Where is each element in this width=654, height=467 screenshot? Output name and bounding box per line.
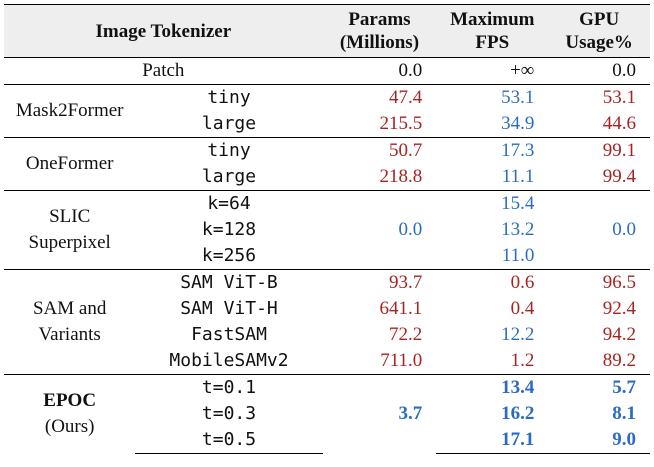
- table-row-epoc-t05: t=0.5 17.1 9.0: [4, 427, 650, 454]
- table-row-mobilesamv2: MobileSAMv2 711.0 1.2 89.2: [4, 348, 650, 375]
- variant-label: MobileSAMv2: [169, 350, 289, 371]
- patch-fps: +∞: [510, 60, 535, 81]
- fps-value: 15.4: [436, 190, 549, 217]
- header-gpu-line2: Usage%: [565, 32, 633, 53]
- variant-label: tiny: [135, 84, 323, 111]
- gpu-value: 99.4: [602, 166, 636, 187]
- gpu-value: 99.1: [548, 137, 650, 164]
- model-name-slic-line2: Superpixel: [28, 232, 111, 253]
- table-row-slic-k64: SLIC Superpixel k=64 0.0 15.4 0.0: [4, 190, 650, 270]
- gpu-value: 44.6: [602, 113, 636, 134]
- variant-label: k=256: [201, 245, 257, 266]
- table-row-epoc-t03: t=0.3 16.2 8.1: [4, 401, 650, 427]
- header-gpu-line1: GPU: [579, 9, 620, 30]
- model-name-epoc-line2: (Ours): [44, 416, 95, 438]
- header-params-line2: (Millions): [339, 32, 420, 53]
- fps-value: 11.0: [501, 245, 535, 266]
- header-row: Image Tokenizer Params (Millions) Maximu…: [4, 4, 650, 58]
- fps-value: 13.4: [436, 374, 549, 401]
- variant-label: t=0.5: [135, 427, 323, 454]
- variant-label: SAM ViT-H: [180, 298, 278, 319]
- table-row-oneformer-large: large 218.8 11.1 99.4: [4, 164, 650, 191]
- tokenizer-comparison-table: Image Tokenizer Params (Millions) Maximu…: [4, 4, 650, 454]
- fps-value: 53.1: [436, 84, 549, 111]
- model-name-epoc-line1: EPOC: [43, 390, 97, 412]
- patch-params: 0.0: [398, 60, 423, 81]
- table-row-epoc-t01: EPOC (Ours) t=0.1 3.7 13.4 5.7: [4, 374, 650, 454]
- table-row-mask2former-tiny: Mask2Former tiny 47.4 53.1 53.1: [4, 84, 650, 138]
- table-row-patch: Patch 0.0 +∞ 0.0: [4, 58, 650, 85]
- variant-label: t=0.1: [135, 374, 323, 401]
- gpu-value: 89.2: [602, 350, 636, 371]
- model-name-sam-line1: SAM and: [32, 298, 107, 319]
- header-image-tokenizer: Image Tokenizer: [4, 4, 323, 58]
- header-fps-line1: Maximum: [450, 9, 535, 30]
- table-row-mask2former-large: large 215.5 34.9 44.6: [4, 111, 650, 138]
- gpu-value: 53.1: [548, 84, 650, 111]
- gpu-value: 8.1: [612, 403, 636, 424]
- variant-label: FastSAM: [191, 324, 267, 345]
- model-name-slic-line1: SLIC: [49, 206, 91, 227]
- fps-value: 34.9: [501, 113, 535, 134]
- fps-value: 0.4: [510, 298, 535, 319]
- model-name-slic: SLIC Superpixel: [4, 190, 136, 270]
- model-name-sam: SAM and Variants: [4, 269, 136, 375]
- params-value: 641.1: [379, 298, 423, 319]
- table-row-sam-vitb: SAM and Variants SAM ViT-B 93.7 0.6 96.5: [4, 269, 650, 375]
- header-params-line1: Params: [348, 9, 411, 30]
- fps-value: 1.2: [510, 350, 535, 371]
- model-name-epoc: EPOC (Ours): [4, 374, 136, 454]
- header-fps-line2: FPS: [475, 32, 510, 53]
- table-row-slic-k256: k=256 11.0: [4, 243, 650, 270]
- fps-value: 12.2: [501, 324, 535, 345]
- fps-value: 17.3: [436, 137, 549, 164]
- gpu-value: 0.0: [548, 190, 650, 270]
- model-name-oneformer: OneFormer: [4, 137, 136, 191]
- gpu-value: 94.2: [602, 324, 636, 345]
- params-value: 50.7: [322, 137, 437, 164]
- variant-label: large: [201, 113, 257, 134]
- header-gpu: GPU Usage%: [548, 4, 650, 58]
- fps-value: 16.2: [501, 403, 535, 424]
- params-value: 47.4: [322, 84, 437, 111]
- table-row-fastsam: FastSAM 72.2 12.2 94.2: [4, 322, 650, 348]
- variant-label: large: [201, 166, 257, 187]
- params-value: 0.0: [322, 190, 437, 270]
- params-value: 215.5: [379, 113, 423, 134]
- variant-label: tiny: [135, 137, 323, 164]
- model-name-mask2former: Mask2Former: [4, 84, 136, 138]
- params-value: 93.7: [322, 269, 437, 296]
- fps-value: 0.6: [436, 269, 549, 296]
- variant-label: t=0.3: [201, 403, 257, 424]
- variant-label: k=64: [135, 190, 323, 217]
- gpu-value: 96.5: [548, 269, 650, 296]
- gpu-value: 92.4: [602, 298, 636, 319]
- fps-value: 11.1: [501, 166, 535, 187]
- variant-label: k=128: [201, 219, 257, 240]
- header-fps: Maximum FPS: [436, 4, 549, 58]
- table-row-sam-vith: SAM ViT-H 641.1 0.4 92.4: [4, 296, 650, 322]
- patch-label: Patch: [142, 60, 185, 81]
- variant-label: SAM ViT-B: [135, 269, 323, 296]
- params-value: 72.2: [389, 324, 423, 345]
- header-params: Params (Millions): [322, 4, 437, 58]
- params-value: 3.7: [322, 374, 437, 454]
- fps-value: 17.1: [436, 427, 549, 454]
- gpu-value: 5.7: [548, 374, 650, 401]
- fps-value: 13.2: [501, 219, 535, 240]
- params-value: 711.0: [380, 350, 423, 371]
- params-value: 218.8: [379, 166, 423, 187]
- patch-gpu: 0.0: [612, 60, 636, 81]
- table-row-slic-k128: k=128 13.2: [4, 217, 650, 243]
- model-name-sam-line2: Variants: [38, 324, 101, 345]
- table-row-oneformer-tiny: OneFormer tiny 50.7 17.3 99.1: [4, 137, 650, 191]
- gpu-value: 9.0: [548, 427, 650, 454]
